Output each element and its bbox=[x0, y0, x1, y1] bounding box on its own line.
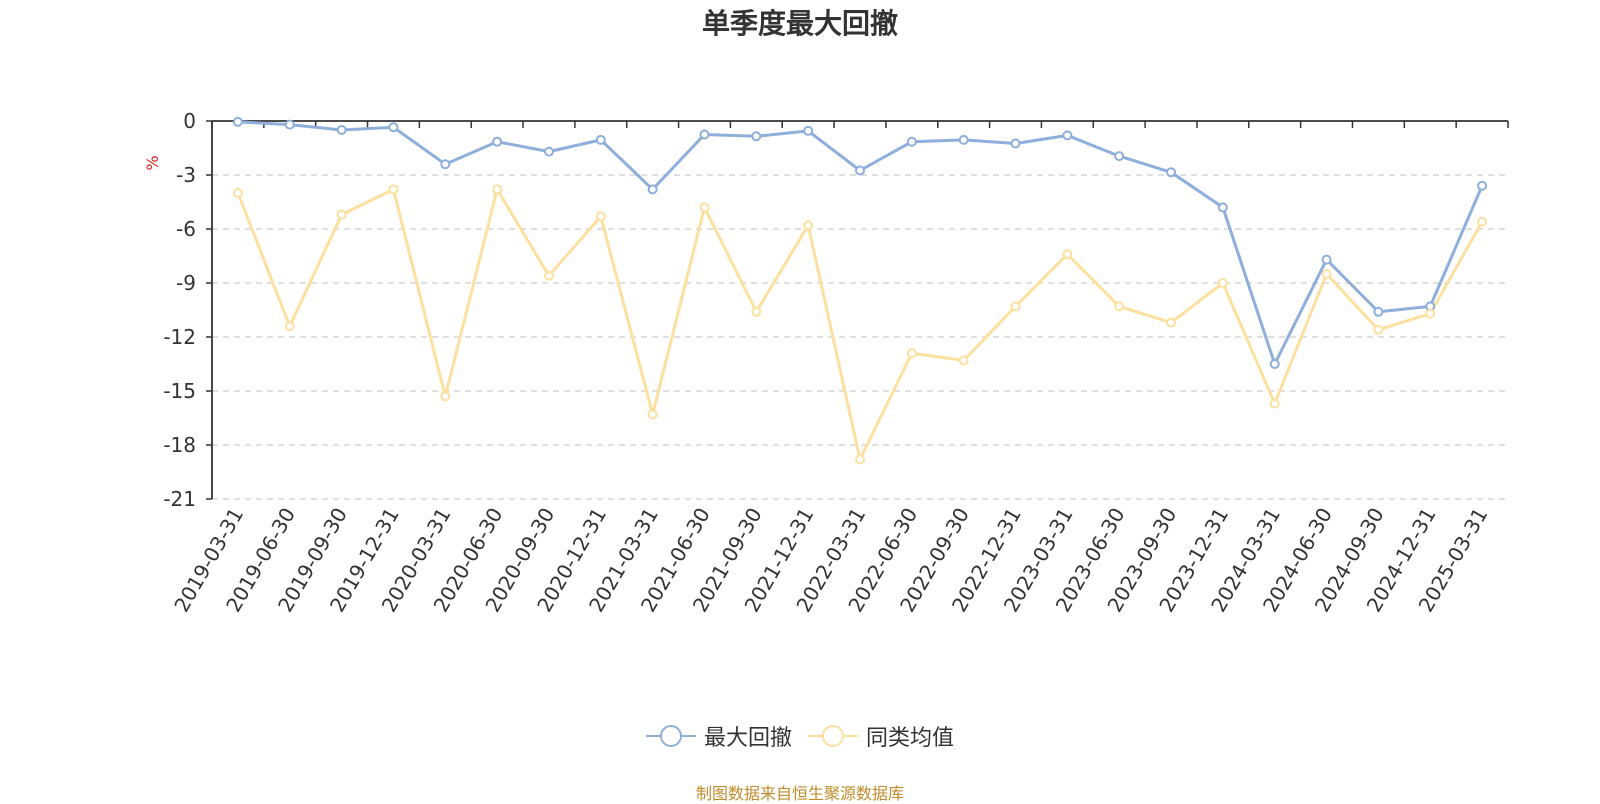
chart-title: 单季度最大回撤 bbox=[701, 7, 898, 40]
data-point bbox=[1477, 180, 1488, 191]
data-point bbox=[1166, 167, 1177, 178]
series-line-0 bbox=[237, 120, 1484, 366]
data-point bbox=[751, 306, 762, 317]
data-point bbox=[336, 125, 347, 135]
grid-lines bbox=[212, 174, 1508, 500]
y-tick-label: -21 bbox=[163, 487, 196, 511]
axes bbox=[206, 120, 1509, 500]
data-point bbox=[1477, 216, 1488, 227]
data-point bbox=[440, 159, 451, 170]
data-point bbox=[336, 209, 347, 220]
y-tick-label: -6 bbox=[176, 217, 196, 241]
data-point bbox=[803, 125, 814, 136]
source-note: 制图数据来自恒生聚源数据库 bbox=[695, 784, 904, 803]
data-point bbox=[492, 136, 503, 147]
data-point bbox=[751, 131, 762, 142]
data-point bbox=[958, 134, 969, 145]
data-point bbox=[284, 119, 295, 130]
data-point bbox=[1062, 249, 1073, 260]
data-point bbox=[440, 391, 451, 402]
data-point bbox=[1321, 254, 1332, 265]
data-point bbox=[543, 146, 554, 157]
y-tick-label: 0 bbox=[183, 109, 196, 133]
data-point bbox=[906, 136, 917, 147]
data-point bbox=[1373, 306, 1384, 317]
data-point bbox=[958, 355, 969, 366]
y-tick-label: -3 bbox=[176, 163, 196, 187]
data-point bbox=[1321, 269, 1332, 279]
data-point bbox=[1062, 130, 1073, 141]
legend-label-series-0: 最大回撤 bbox=[703, 726, 792, 751]
data-point bbox=[388, 122, 399, 133]
data-point bbox=[595, 134, 606, 145]
data-point bbox=[855, 165, 865, 176]
legend-label-series-1: 同类均值 bbox=[866, 726, 955, 751]
y-tick-label: -18 bbox=[163, 433, 196, 457]
data-point bbox=[492, 184, 503, 195]
legend-circle-icon bbox=[808, 725, 858, 747]
legend-circle-icon bbox=[645, 725, 696, 747]
data-point bbox=[543, 270, 554, 281]
data-point bbox=[1217, 202, 1228, 213]
data-point bbox=[1010, 138, 1021, 149]
data-point bbox=[803, 220, 814, 231]
data-point bbox=[1114, 301, 1125, 312]
data-point bbox=[388, 184, 399, 195]
data-point bbox=[232, 116, 243, 127]
series-lines bbox=[232, 116, 1488, 465]
data-point bbox=[906, 348, 917, 359]
y-tick-label: -15 bbox=[163, 379, 196, 403]
data-point bbox=[1269, 398, 1280, 409]
data-point bbox=[232, 188, 243, 198]
data-point bbox=[699, 202, 710, 213]
data-point bbox=[1373, 324, 1384, 335]
legend-item-series-0[interactable]: 最大回撤 bbox=[645, 720, 792, 752]
data-point bbox=[647, 184, 658, 195]
data-point bbox=[1269, 359, 1280, 369]
data-point bbox=[595, 211, 606, 222]
y-axis-label: % bbox=[143, 155, 162, 170]
data-point bbox=[647, 409, 658, 420]
legend: 最大回撤 同类均值 bbox=[0, 720, 1600, 752]
data-point bbox=[699, 129, 710, 140]
y-tick-label: -9 bbox=[176, 271, 196, 295]
data-point bbox=[855, 454, 865, 465]
y-tick-label: -12 bbox=[163, 325, 196, 349]
data-point bbox=[284, 321, 295, 332]
data-point bbox=[1217, 278, 1228, 288]
data-point bbox=[1010, 301, 1021, 312]
data-point bbox=[1114, 151, 1125, 162]
legend-item-series-1[interactable]: 同类均值 bbox=[808, 720, 954, 752]
data-point bbox=[1425, 308, 1436, 319]
data-point bbox=[1166, 317, 1177, 328]
